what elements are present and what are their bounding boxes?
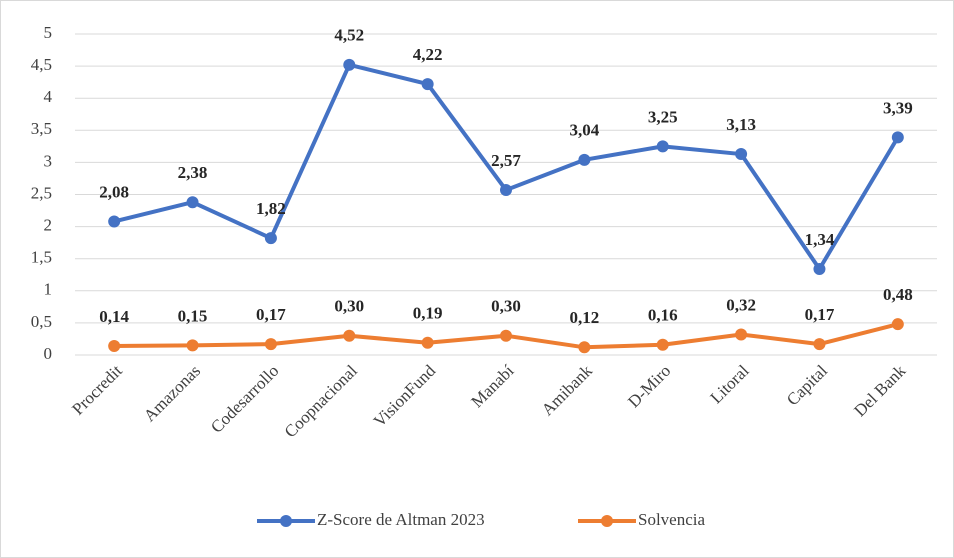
- y-tick-label: 0: [44, 344, 53, 363]
- data-label: 3,04: [569, 121, 599, 140]
- data-label: 1,34: [805, 230, 835, 249]
- point: [813, 338, 826, 351]
- point: [578, 341, 591, 354]
- data-label: 0,14: [99, 307, 129, 326]
- point: [578, 153, 591, 166]
- point: [343, 329, 356, 342]
- y-tick-label: 2,5: [31, 183, 52, 202]
- data-label: 2,57: [491, 151, 521, 170]
- point: [656, 338, 669, 351]
- point: [421, 78, 434, 91]
- data-label: 3,13: [726, 115, 756, 134]
- legend-marker: [601, 515, 613, 527]
- data-label: 0,30: [491, 297, 521, 316]
- point: [108, 215, 121, 228]
- data-label: 1,82: [256, 199, 286, 218]
- data-label: 2,08: [99, 182, 129, 201]
- point: [500, 329, 512, 342]
- data-label: 0,48: [883, 285, 913, 304]
- point: [735, 148, 748, 161]
- legend-label: Solvencia: [638, 510, 705, 529]
- legend-marker: [280, 515, 292, 527]
- data-label: 3,25: [648, 107, 678, 126]
- point: [500, 184, 512, 197]
- y-tick-label: 4,5: [31, 55, 52, 74]
- point: [656, 140, 669, 153]
- point: [735, 328, 748, 341]
- point: [186, 339, 199, 352]
- data-label: 0,30: [334, 297, 364, 316]
- data-label: 0,19: [413, 304, 443, 323]
- data-label: 2,38: [178, 163, 208, 182]
- point: [891, 318, 904, 331]
- data-label: 4,52: [334, 26, 364, 45]
- data-label: 4,22: [413, 45, 443, 64]
- data-label: 0,15: [178, 306, 208, 325]
- point: [891, 131, 904, 144]
- y-tick-label: 1: [44, 280, 53, 299]
- legend-label: Z-Score de Altman 2023: [317, 510, 485, 529]
- point: [186, 196, 199, 209]
- data-label: 0,17: [805, 305, 835, 324]
- point: [108, 340, 121, 353]
- y-tick-label: 3: [44, 151, 53, 170]
- point: [343, 58, 356, 71]
- point: [421, 336, 434, 349]
- y-tick-label: 4: [44, 87, 53, 106]
- data-label: 3,39: [883, 98, 913, 117]
- y-tick-label: 5: [44, 23, 53, 42]
- y-tick-label: 1,5: [31, 248, 52, 267]
- data-label: 0,32: [726, 295, 756, 314]
- point: [813, 262, 826, 275]
- data-label: 0,16: [648, 306, 678, 325]
- y-tick-label: 0,5: [31, 312, 52, 331]
- y-tick-label: 3,5: [31, 119, 52, 138]
- point: [264, 232, 277, 245]
- data-label: 0,17: [256, 305, 286, 324]
- point: [264, 338, 277, 351]
- y-tick-label: 2: [44, 216, 53, 235]
- data-label: 0,12: [569, 308, 599, 327]
